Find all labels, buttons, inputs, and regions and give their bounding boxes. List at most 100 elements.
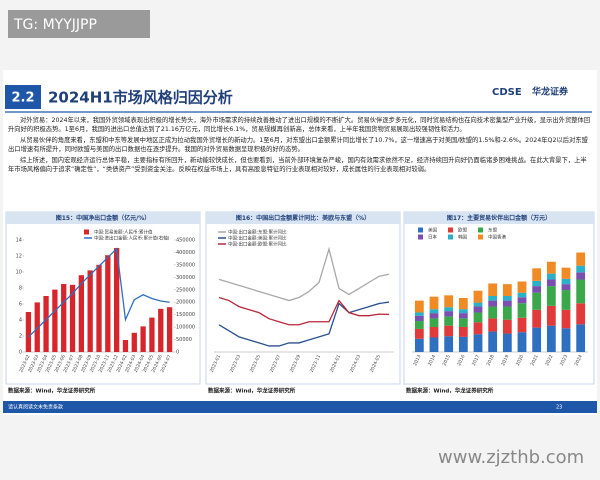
chart-title: 图17：主要贸易伙伴出口金额（万元） xyxy=(447,214,551,222)
bar-segment xyxy=(444,316,454,326)
series-line xyxy=(218,301,390,347)
bar-segment xyxy=(561,284,571,291)
paragraph: 综上所述，国内宏观经济运行总体平稳，主要指标有所回升，新动能较快成长，但也要看到… xyxy=(8,157,587,173)
bar-segment xyxy=(502,306,512,320)
bar-segment xyxy=(546,305,556,326)
bar-segment xyxy=(532,280,542,287)
legend-label: 中国:出口金额:欧盟:累计同比 xyxy=(228,241,287,248)
bar-segment xyxy=(488,300,498,307)
bar-segment xyxy=(458,297,468,310)
bar-segment xyxy=(414,300,424,313)
bar-segment xyxy=(576,272,586,280)
y2-tick-label: 400000 xyxy=(176,250,195,256)
bar xyxy=(69,284,76,352)
y-tick-label: 4 xyxy=(19,318,22,324)
legend-label: 日本 xyxy=(428,234,437,241)
bar-segment xyxy=(532,286,542,293)
bar-segment xyxy=(458,336,468,352)
bar-segment xyxy=(532,292,542,310)
bar-segment xyxy=(502,284,512,296)
bar-segment xyxy=(429,326,439,338)
bar-segment xyxy=(458,309,468,314)
legend-label: 韩国 xyxy=(458,234,467,241)
bar xyxy=(105,255,111,352)
bar-segment xyxy=(488,306,498,319)
chart-source: 数据来源：Wind，华龙证券研究所 xyxy=(208,387,296,395)
paragraph: 对外贸易：2024年以来，我国外贸领域表现出积极的增长势头，海外市场需求的持续改… xyxy=(8,117,591,133)
y-tick-label: 12 xyxy=(16,254,22,260)
bar-segment xyxy=(576,252,586,266)
chart-source: 数据来源：Wind，华龙证券研究所 xyxy=(406,387,494,395)
bar-segment xyxy=(576,265,586,273)
bar-segment xyxy=(473,322,483,335)
bar-segment xyxy=(561,278,571,285)
bar-segment xyxy=(488,331,498,352)
tag: TG: MYYJJPP xyxy=(13,17,97,33)
y-tick-label: 14 xyxy=(16,238,22,244)
bar xyxy=(122,340,129,352)
bar-segment xyxy=(444,311,454,317)
bar xyxy=(34,302,40,352)
bar-segment xyxy=(414,338,424,352)
series-line xyxy=(27,247,170,338)
bar-segment xyxy=(444,307,454,312)
bar-segment xyxy=(429,313,439,319)
bar-segment xyxy=(414,328,424,339)
bar xyxy=(61,284,67,352)
legend-swatch xyxy=(478,234,483,240)
x-tick-label: 2023 xyxy=(559,354,569,367)
y-tick-label: 6 xyxy=(19,302,22,308)
bar-segment xyxy=(532,309,542,328)
legend-swatch xyxy=(84,229,89,235)
y-tick-label: 10 xyxy=(16,270,22,276)
x-tick-label: 2017 xyxy=(471,354,481,367)
x-tick-label: 2018 xyxy=(486,354,496,367)
paragraph: 从贸易伙伴的角度来看，东盟和中东等发展中地区正成为拉动我国外贸增长的新动力。1至… xyxy=(8,137,588,153)
watermark: www.zjzthb.com xyxy=(438,447,584,468)
legend-label: 中国香港 xyxy=(488,234,506,241)
x-tick-label: 2015 xyxy=(442,354,452,367)
bar xyxy=(140,326,146,352)
bar xyxy=(52,289,58,352)
bar-segment xyxy=(502,296,512,301)
bar-segment xyxy=(546,273,556,280)
legend-swatch xyxy=(418,227,423,233)
bar-segment xyxy=(546,325,556,352)
bar-segment xyxy=(444,336,454,352)
x-tick-label: 2020 xyxy=(515,354,525,367)
bar xyxy=(149,317,155,352)
bar-segment xyxy=(561,290,571,310)
legend-label: 欧盟 xyxy=(458,227,467,234)
y2-tick-label: 350000 xyxy=(176,262,195,268)
section-number: 2.2 xyxy=(11,91,34,106)
bar-segment xyxy=(458,313,468,319)
x-tick-label: 2016 xyxy=(456,354,466,367)
chart-source: 数据来源：Wind，华龙证券研究所 xyxy=(8,387,96,395)
bar-segment xyxy=(473,312,483,323)
y2-tick-label: 450000 xyxy=(176,238,195,244)
bar xyxy=(166,307,173,352)
bar-segment xyxy=(502,300,512,307)
legend-label: 美国 xyxy=(428,227,437,234)
series-line xyxy=(218,296,390,326)
y2-tick-label: 150000 xyxy=(176,312,195,318)
bar-segment xyxy=(576,303,586,325)
bar-segment xyxy=(546,261,556,274)
bar-segment xyxy=(546,279,556,287)
bar-segment xyxy=(517,332,527,352)
footer-bar xyxy=(3,401,597,413)
bar-segment xyxy=(458,318,468,327)
bar-segment xyxy=(576,279,586,304)
chart-title: 图15：中国净出口金额（亿元/%） xyxy=(56,214,151,222)
bar-segment xyxy=(488,283,498,296)
bar xyxy=(87,270,93,352)
x-tick-label: 2024 xyxy=(574,354,584,367)
bar xyxy=(25,312,32,352)
bar-segment xyxy=(517,303,527,318)
bar-segment xyxy=(561,267,571,279)
y2-tick-label: 50000 xyxy=(176,337,192,343)
disclaimer: 请认真阅读文末免责条款 xyxy=(8,404,63,411)
bar-segment xyxy=(429,318,439,327)
y-tick-label: 0 xyxy=(19,350,22,356)
